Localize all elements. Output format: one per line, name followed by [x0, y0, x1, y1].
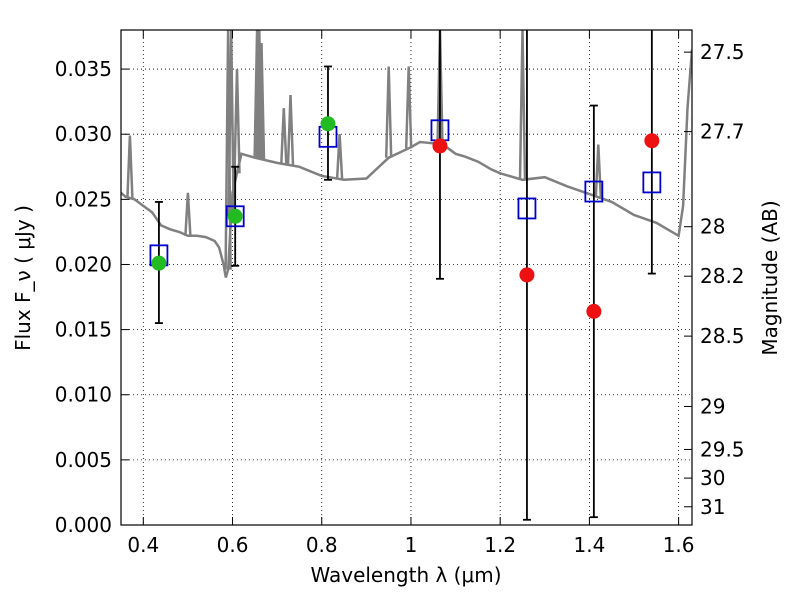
x-tick-label: 0.8 [306, 533, 338, 557]
y2-tick-label: 28.5 [700, 324, 745, 348]
x-tick-label: 1.2 [484, 533, 516, 557]
model-photometry-square [517, 197, 537, 220]
emission-spike [404, 66, 413, 149]
emission-spike [594, 144, 603, 198]
y-tick-label: 0.000 [55, 513, 112, 537]
emission-line-spikes [126, 30, 603, 270]
emission-spike [518, 30, 527, 180]
model-photometry-points [149, 119, 662, 267]
x-tick-label: 1.6 [663, 533, 695, 557]
non-detection-point [586, 303, 602, 319]
x-axis-label: Wavelength λ (μm) [310, 563, 501, 587]
y-tick-label: 0.020 [55, 252, 112, 276]
y-tick-label: 0.030 [55, 122, 112, 146]
emission-spike [335, 134, 344, 180]
grid-lines [121, 30, 692, 525]
x-tick-label: 1.4 [573, 533, 605, 557]
y2-tick-label: 29.5 [700, 437, 745, 461]
y2-tick-label: 27.7 [700, 120, 745, 144]
detection-point [151, 255, 167, 271]
y2-tick-label: 28 [700, 215, 725, 239]
y-axis-label: Flux F_ν ( μJy ) [11, 205, 35, 351]
y2-tick-label: 31 [700, 495, 725, 519]
y-axis-ticks: 0.000 0.005 0.010 0.015 0.020 0.025 0.030 0.035 [55, 57, 129, 537]
y-tick-label: 0.035 [55, 57, 112, 81]
model-spectrum-line [121, 49, 692, 278]
x-tick-label: 0.4 [127, 533, 159, 557]
y-tick-label: 0.015 [55, 318, 112, 342]
y2-tick-label: 30 [700, 466, 725, 490]
observed-photometry-points [151, 116, 660, 319]
x-tick-label: 0.6 [217, 533, 249, 557]
emission-spike [233, 69, 241, 174]
emission-spike [184, 192, 192, 236]
y-tick-label: 0.005 [55, 448, 112, 472]
non-detection-point [432, 138, 448, 154]
x-axis-ticks: 0.4 0.6 0.8 1 1.2 1.4 1.6 [127, 30, 695, 557]
emission-spike [257, 42, 266, 160]
plot-frame [120, 29, 693, 526]
y2-axis-label: Magnitude (AB) [758, 200, 782, 355]
y-tick-label: 0.025 [55, 187, 112, 211]
emission-spike [280, 108, 288, 165]
model-photometry-square [225, 205, 245, 228]
model-photometry-square [584, 180, 604, 203]
detection-point [227, 208, 243, 224]
model-photometry-square [642, 171, 662, 194]
y2-axis-ticks: 27.5 27.7 28 28.2 28.5 29 29.5 30 31 [684, 40, 745, 519]
emission-spike [227, 30, 235, 216]
y2-tick-label: 28.2 [700, 264, 745, 288]
emission-spike [126, 135, 134, 199]
detection-point [320, 116, 336, 132]
y-tick-label: 0.010 [55, 383, 112, 407]
non-detection-point [644, 133, 660, 149]
y2-tick-label: 27.5 [700, 40, 745, 64]
non-detection-point [519, 267, 535, 283]
y2-tick-label: 29 [700, 394, 725, 418]
emission-spike [286, 95, 295, 166]
x-tick-label: 1 [405, 533, 418, 557]
error-bars [154, 30, 656, 521]
emission-spike [384, 66, 393, 158]
plot-area [121, 30, 692, 521]
emission-spike [436, 30, 444, 146]
